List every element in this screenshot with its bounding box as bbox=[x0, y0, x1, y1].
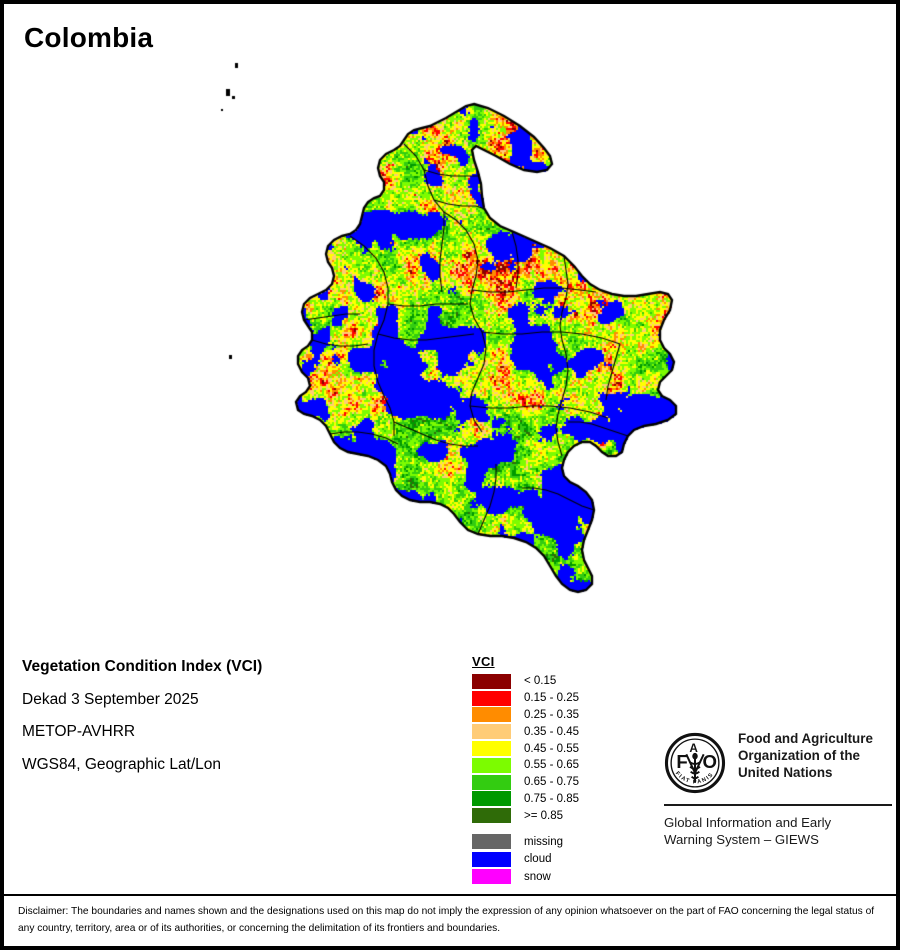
legend-swatch bbox=[472, 869, 511, 885]
fao-organization-name: Food and Agriculture Organization of the… bbox=[738, 730, 873, 781]
legend-swatch bbox=[472, 707, 511, 723]
fao-emblem-icon: F O A FIAT PANIS bbox=[664, 732, 726, 794]
info-period: Dekad 3 September 2025 bbox=[22, 690, 199, 708]
legend-swatch bbox=[472, 673, 511, 689]
legend-swatch bbox=[472, 834, 511, 850]
legend-swatch bbox=[472, 757, 511, 773]
legend-label: cloud bbox=[524, 853, 552, 866]
legend-label: 0.45 - 0.55 bbox=[524, 742, 579, 755]
svg-text:O: O bbox=[702, 751, 716, 772]
legend-class-list: < 0.15 0.15 - 0.25 0.25 - 0.35 0.35 - 0.45 0… bbox=[472, 673, 622, 824]
legend-row: 0.35 - 0.45 bbox=[472, 723, 622, 740]
svg-text:F: F bbox=[676, 751, 687, 772]
map-figure bbox=[4, 4, 896, 894]
legend-label: 0.35 - 0.45 bbox=[524, 725, 579, 738]
legend-row: >= 0.85 bbox=[472, 807, 622, 824]
legend-label: 0.15 - 0.25 bbox=[524, 692, 579, 705]
info-sensor: METOP-AVHRR bbox=[22, 723, 136, 740]
legend-row: 0.75 - 0.85 bbox=[472, 791, 622, 808]
legend-special-list: missing cloud snow bbox=[472, 833, 622, 886]
fao-logo-row: F O A FIAT PANIS bbox=[664, 730, 894, 794]
legend-swatch bbox=[472, 690, 511, 706]
legend-swatch bbox=[472, 851, 511, 867]
legend-swatch bbox=[472, 724, 511, 740]
fao-branding-block: F O A FIAT PANIS bbox=[664, 730, 894, 849]
legend-row: 0.65 - 0.75 bbox=[472, 774, 622, 791]
legend-row: cloud bbox=[472, 851, 622, 869]
fao-org-line-2: Organization of the bbox=[738, 748, 860, 764]
legend-row: 0.25 - 0.35 bbox=[472, 707, 622, 724]
legend-row: 0.55 - 0.65 bbox=[472, 757, 622, 774]
legend-label: 0.75 - 0.85 bbox=[524, 792, 579, 805]
vci-raster-map bbox=[4, 4, 896, 894]
disclaimer-bar: Disclaimer: The boundaries and names sho… bbox=[4, 894, 896, 946]
legend-title: VCI bbox=[472, 654, 495, 669]
legend-label: 0.55 - 0.65 bbox=[524, 759, 579, 772]
disclaimer-text: Disclaimer: The boundaries and names sho… bbox=[18, 906, 875, 934]
legend-label: missing bbox=[524, 835, 563, 848]
legend-row: 0.45 - 0.55 bbox=[472, 740, 622, 757]
legend-label: snow bbox=[524, 870, 551, 883]
fao-divider bbox=[664, 804, 892, 806]
legend-row: missing bbox=[472, 833, 622, 851]
fao-org-line-3: United Nations bbox=[738, 765, 833, 781]
legend-swatch bbox=[472, 774, 511, 790]
legend-label: 0.65 - 0.75 bbox=[524, 776, 579, 789]
info-product-title: Vegetation Condition Index (VCI) bbox=[22, 658, 263, 675]
map-legend: VCI < 0.15 0.15 - 0.25 0.25 - 0.35 0.35 - 0… bbox=[472, 654, 622, 886]
giews-line-2: Warning System – GIEWS bbox=[664, 832, 819, 848]
info-projection: WGS84, Geographic Lat/Lon bbox=[22, 755, 222, 773]
legend-swatch bbox=[472, 808, 511, 824]
legend-swatch bbox=[472, 791, 511, 807]
giews-system-name: Global Information and Early Warning Sys… bbox=[664, 814, 894, 849]
legend-swatch bbox=[472, 741, 511, 757]
map-info-block: Vegetation Condition Index (VCI) Dekad 3… bbox=[22, 659, 442, 789]
legend-label: >= 0.85 bbox=[524, 809, 564, 822]
giews-line-1: Global Information and Early bbox=[664, 815, 832, 830]
page-title: Colombia bbox=[24, 22, 154, 53]
svg-text:A: A bbox=[689, 742, 698, 755]
legend-row: 0.15 - 0.25 bbox=[472, 690, 622, 707]
legend-label: < 0.15 bbox=[524, 675, 557, 688]
legend-row: < 0.15 bbox=[472, 673, 622, 690]
fao-org-line-1: Food and Agriculture bbox=[738, 731, 873, 746]
legend-row: snow bbox=[472, 868, 622, 886]
legend-label: 0.25 - 0.35 bbox=[524, 708, 579, 721]
